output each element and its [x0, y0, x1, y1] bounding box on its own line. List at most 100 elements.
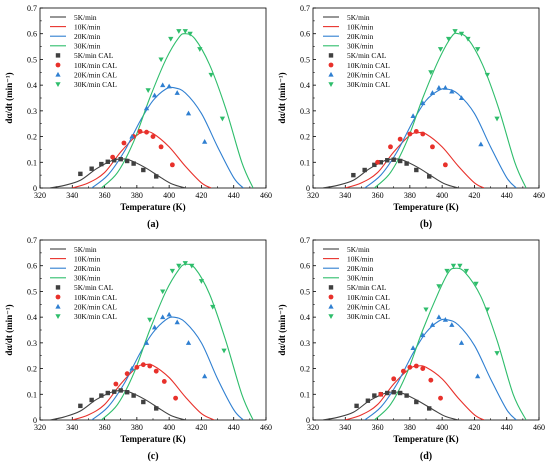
data-point-10k-min-cal: [140, 362, 146, 368]
data-point-10k-min-cal: [153, 368, 159, 374]
data-point-30k-min-cal: [475, 47, 481, 52]
data-point-10k-min-cal: [110, 154, 116, 160]
data-point-30k-min-cal: [473, 281, 479, 287]
legend-marker-30k-min-cal: [328, 82, 334, 87]
legend-marker-10k-min-cal: [55, 62, 61, 68]
data-point-10k-min-cal: [400, 368, 406, 374]
y-tick-label: 0.1: [27, 390, 37, 399]
data-point-10k-min-cal: [388, 144, 393, 150]
data-point-20k-min-cal: [429, 322, 436, 327]
y-axis-title: dα/dt (min⁻¹): [4, 72, 14, 123]
legend-marker-20k-min-cal: [328, 71, 334, 77]
x-tick-label: 360: [372, 191, 384, 200]
legend-marker-20k-min-cal: [328, 303, 334, 309]
data-point-5k-min-cal: [427, 174, 432, 179]
x-tick-label: 460: [533, 191, 545, 200]
y-axis-title: dα/dt (min⁻¹): [4, 304, 14, 355]
legend-marker-30k-min-cal: [55, 82, 61, 87]
y-tick-label: 0.7: [300, 4, 310, 13]
legend-label-20k-min-cal: 20K/min CAL: [74, 302, 117, 311]
y-tick-label: 0.7: [27, 236, 37, 245]
data-point-5k-min-cal: [118, 388, 123, 393]
data-point-5k-min-cal: [414, 399, 419, 405]
data-point-20k-min-cal: [160, 314, 166, 320]
x-axis-title: Temperature (K): [393, 434, 458, 444]
data-point-30k-min-cal: [445, 36, 452, 42]
data-point-5k-min-cal: [89, 166, 94, 171]
data-point-5k-min-cal: [131, 393, 136, 398]
legend-label-30k-min: 30K/min: [347, 42, 374, 51]
data-point-30k-min-cal: [182, 29, 188, 34]
data-point-30k-min-cal: [494, 116, 500, 122]
series-line-30k-min: [373, 267, 527, 420]
data-point-20k-min-cal: [420, 100, 426, 106]
data-point-20k-min-cal: [174, 90, 180, 95]
plot-area: [49, 261, 254, 420]
x-axis-title: Temperature (K): [120, 434, 185, 444]
data-point-30k-min-cal: [423, 307, 429, 313]
x-tick-label: 320: [34, 191, 46, 200]
legend-marker-10k-min-cal: [328, 62, 334, 68]
legend-marker-5k-min-cal: [328, 53, 334, 58]
legend-label-20k-min: 20K/min: [347, 264, 374, 273]
data-point-10k-min-cal: [150, 134, 156, 139]
x-tick-label: 440: [501, 191, 513, 200]
y-tick-label: 0.5: [27, 287, 37, 296]
chart-panel: 320 340 360 380 400 420 440 460 0 0.1 0.2 0.3 0.4 0.5…: [277, 236, 545, 462]
series-line-30k-min: [100, 33, 254, 188]
data-point-30k-min-cal: [221, 348, 227, 354]
data-point-5k-min-cal: [141, 167, 146, 173]
legend-label-30k-min: 30K/min: [74, 42, 101, 51]
data-point-20k-min-cal: [143, 340, 150, 345]
data-point-5k-min-cal: [99, 393, 104, 398]
y-tick-label: 0.7: [300, 236, 310, 245]
y-tick-label: 0: [306, 416, 310, 425]
data-point-5k-min-cal: [78, 403, 83, 409]
legend-marker-10k-min-cal: [328, 294, 334, 300]
legend-label-5k-min-cal: 5K/min CAL: [74, 51, 114, 60]
legend-label-5k-min: 5K/min: [74, 13, 97, 22]
data-point-20k-min-cal: [151, 92, 158, 98]
data-point-5k-min-cal: [89, 397, 94, 403]
y-tick-label: 0.2: [300, 133, 310, 142]
y-axis-title: dα/dt (min⁻¹): [277, 72, 287, 123]
data-point-30k-min-cal: [158, 57, 164, 63]
data-point-5k-min-cal: [378, 160, 383, 165]
data-point-10k-min-cal: [428, 377, 434, 383]
y-tick-label: 0.6: [300, 262, 310, 271]
y-tick-label: 0.3: [27, 107, 37, 116]
data-point-20k-min-cal: [436, 314, 442, 320]
legend-label-20k-min-cal: 20K/min CAL: [347, 70, 390, 79]
data-point-5k-min-cal: [99, 161, 104, 167]
data-point-5k-min-cal: [404, 393, 409, 398]
data-point-20k-min-cal: [185, 110, 192, 116]
data-point-20k-min-cal: [160, 82, 166, 88]
y-tick-label: 0.4: [27, 81, 37, 90]
data-point-5k-min-cal: [105, 159, 110, 164]
data-point-10k-min-cal: [121, 140, 127, 146]
data-point-5k-min-cal: [141, 399, 146, 405]
data-point-20k-min-cal: [429, 90, 436, 95]
y-tick-label: 0.5: [27, 55, 37, 64]
data-point-30k-min-cal: [463, 268, 469, 274]
data-point-10k-min-cal: [413, 363, 419, 369]
data-point-10k-min-cal: [124, 371, 130, 377]
data-point-30k-min-cal: [450, 263, 457, 269]
y-axis-title: dα/dt (min⁻¹): [277, 304, 287, 355]
data-point-5k-min-cal: [365, 398, 371, 403]
data-point-20k-min-cal: [442, 316, 449, 322]
plot-area: [322, 29, 527, 188]
legend-label-5k-min-cal: 5K/min CAL: [74, 283, 114, 292]
data-point-10k-min-cal: [438, 395, 443, 401]
x-tick-label: 380: [404, 423, 416, 432]
legend-label-20k-min-cal: 20K/min CAL: [74, 70, 117, 79]
data-point-5k-min-cal: [404, 161, 409, 166]
x-tick-label: 340: [339, 191, 351, 200]
x-tick-label: 400: [163, 191, 175, 200]
data-point-10k-min-cal: [158, 144, 164, 150]
y-tick-label: 0.3: [27, 339, 37, 348]
y-tick-label: 0.4: [27, 313, 37, 322]
